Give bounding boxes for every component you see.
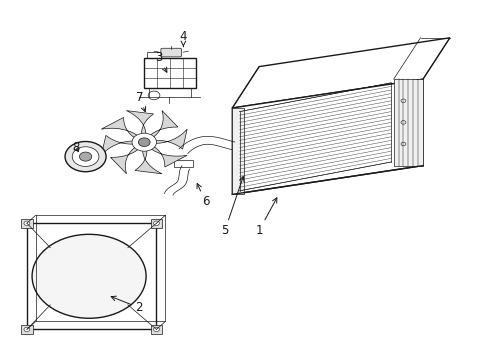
Text: 7: 7 — [135, 91, 145, 112]
Polygon shape — [393, 79, 422, 166]
Bar — [146, 52, 161, 58]
Text: 8: 8 — [72, 141, 80, 154]
Circle shape — [24, 221, 30, 225]
Bar — [150, 325, 162, 334]
Polygon shape — [232, 79, 422, 194]
Text: 6: 6 — [197, 184, 209, 208]
Bar — [21, 325, 33, 334]
Polygon shape — [150, 146, 187, 167]
Bar — [21, 219, 33, 228]
Polygon shape — [27, 223, 156, 329]
Circle shape — [138, 138, 150, 147]
Circle shape — [153, 327, 159, 332]
Polygon shape — [110, 147, 139, 174]
Circle shape — [24, 327, 30, 332]
Text: 2: 2 — [111, 296, 143, 314]
Polygon shape — [149, 111, 178, 138]
Text: 3: 3 — [155, 51, 166, 72]
Text: 1: 1 — [255, 198, 276, 237]
Text: 5: 5 — [221, 176, 244, 237]
Polygon shape — [135, 150, 162, 174]
Polygon shape — [154, 129, 187, 149]
Polygon shape — [101, 117, 138, 138]
FancyBboxPatch shape — [161, 48, 181, 57]
Polygon shape — [232, 108, 244, 194]
Polygon shape — [126, 111, 153, 135]
Polygon shape — [101, 135, 134, 155]
Bar — [173, 160, 193, 167]
Bar — [150, 219, 162, 228]
Circle shape — [79, 152, 92, 161]
Circle shape — [72, 147, 99, 166]
Circle shape — [65, 141, 106, 172]
Text: 4: 4 — [179, 30, 187, 47]
Circle shape — [153, 221, 159, 225]
Circle shape — [32, 234, 146, 318]
Bar — [144, 58, 195, 88]
Circle shape — [132, 133, 156, 151]
